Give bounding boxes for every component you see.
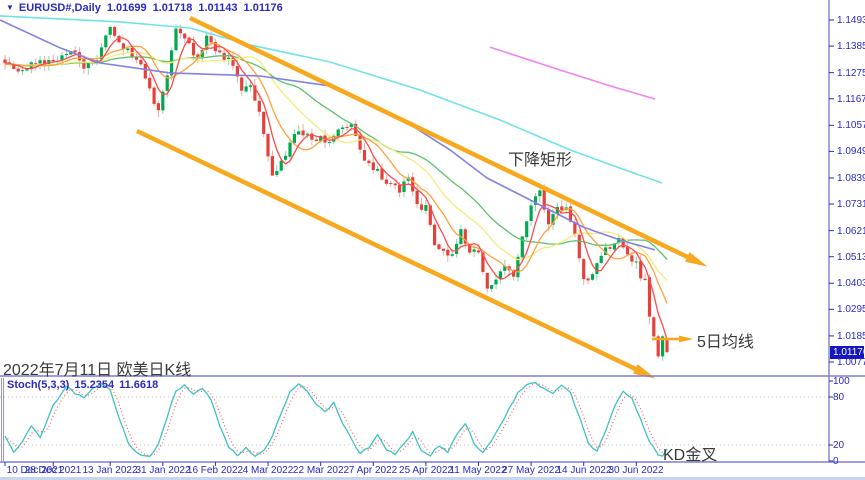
current-price-badge: 1.01176 [830, 346, 865, 359]
stoch-name: Stoch(5,3,3) [7, 379, 70, 391]
annotation-caption: 2022年7月11日 欧美日K线 [3, 362, 192, 379]
price-tick-label: 1.12750 [837, 68, 865, 79]
date-tick-label: 30 Jun 2022 [608, 465, 664, 476]
price-tick-label: 1.04030 [837, 278, 865, 289]
date-tick-label: 13 Jan 2022 [82, 465, 138, 476]
bottom-edge-strip [0, 477, 865, 480]
annotation-descending-channel: 下降矩形 [508, 152, 573, 169]
date-tick-label: 27 May 2022 [502, 465, 560, 476]
date-tick-label: 31 Jan 2022 [135, 465, 191, 476]
quote-open: 1.01699 [106, 2, 147, 14]
price-tick-label: 1.06210 [837, 226, 865, 237]
quote-close: 1.01176 [243, 2, 283, 14]
quote-header: ▼ EURUSD#,Daily 1.01699 1.01718 1.01143 1.011… [6, 2, 283, 14]
stoch-k-value: 15.2354 [74, 379, 115, 391]
price-tick-label: 1.01850 [837, 331, 865, 342]
symbol-timeframe: EURUSD#,Daily [18, 2, 101, 14]
stoch-indicator-label: Stoch(5,3,3) 15.2354 11.6618 [7, 379, 163, 391]
stoch-d-value: 11.6618 [119, 379, 159, 391]
price-tick-label: 1.13850 [837, 41, 865, 52]
date-tick-label: 28 Dec 2021 [24, 465, 82, 476]
stoch-scale-label: 20 [833, 440, 845, 451]
quote-low: 1.01143 [198, 2, 238, 14]
price-tick-label: 1.11670 [837, 94, 865, 105]
annotation-ma5: 5日均线 [697, 334, 754, 351]
stoch-scale-label: 80 [833, 392, 845, 403]
date-tick-label: 4 Mar 2022 [242, 465, 294, 476]
date-tick-label: 16 Feb 2022 [186, 465, 244, 476]
price-tick-label: 1.02950 [837, 304, 865, 315]
date-tick-label: 22 Mar 2022 [292, 465, 350, 476]
date-tick-label: 25 Apr 2022 [399, 465, 453, 476]
price-tick-label: 1.08390 [837, 173, 865, 184]
date-tick-label: 10 Dec 2021 [6, 465, 64, 476]
stoch-scale-label: 100 [833, 376, 850, 387]
price-tick-label: 1.14930 [837, 15, 865, 26]
price-tick-label: 1.05130 [837, 252, 865, 263]
price-tick-label: 1.10570 [837, 120, 865, 131]
price-tick-label: 1.00770 [837, 357, 865, 368]
date-tick-label: 11 May 2022 [449, 465, 507, 476]
stoch-scale-label: 0 [833, 456, 839, 467]
annotation-kd-cross: KD金叉 [663, 447, 718, 464]
symbol-dropdown-icon[interactable]: ▼ [6, 3, 14, 12]
date-tick-label: 7 Apr 2022 [348, 465, 398, 476]
price-tick-label: 1.07310 [837, 199, 865, 210]
date-tick-label: 14 Jun 2022 [556, 465, 612, 476]
price-tick-label: 1.09490 [837, 146, 865, 157]
quote-high: 1.01718 [152, 2, 193, 14]
